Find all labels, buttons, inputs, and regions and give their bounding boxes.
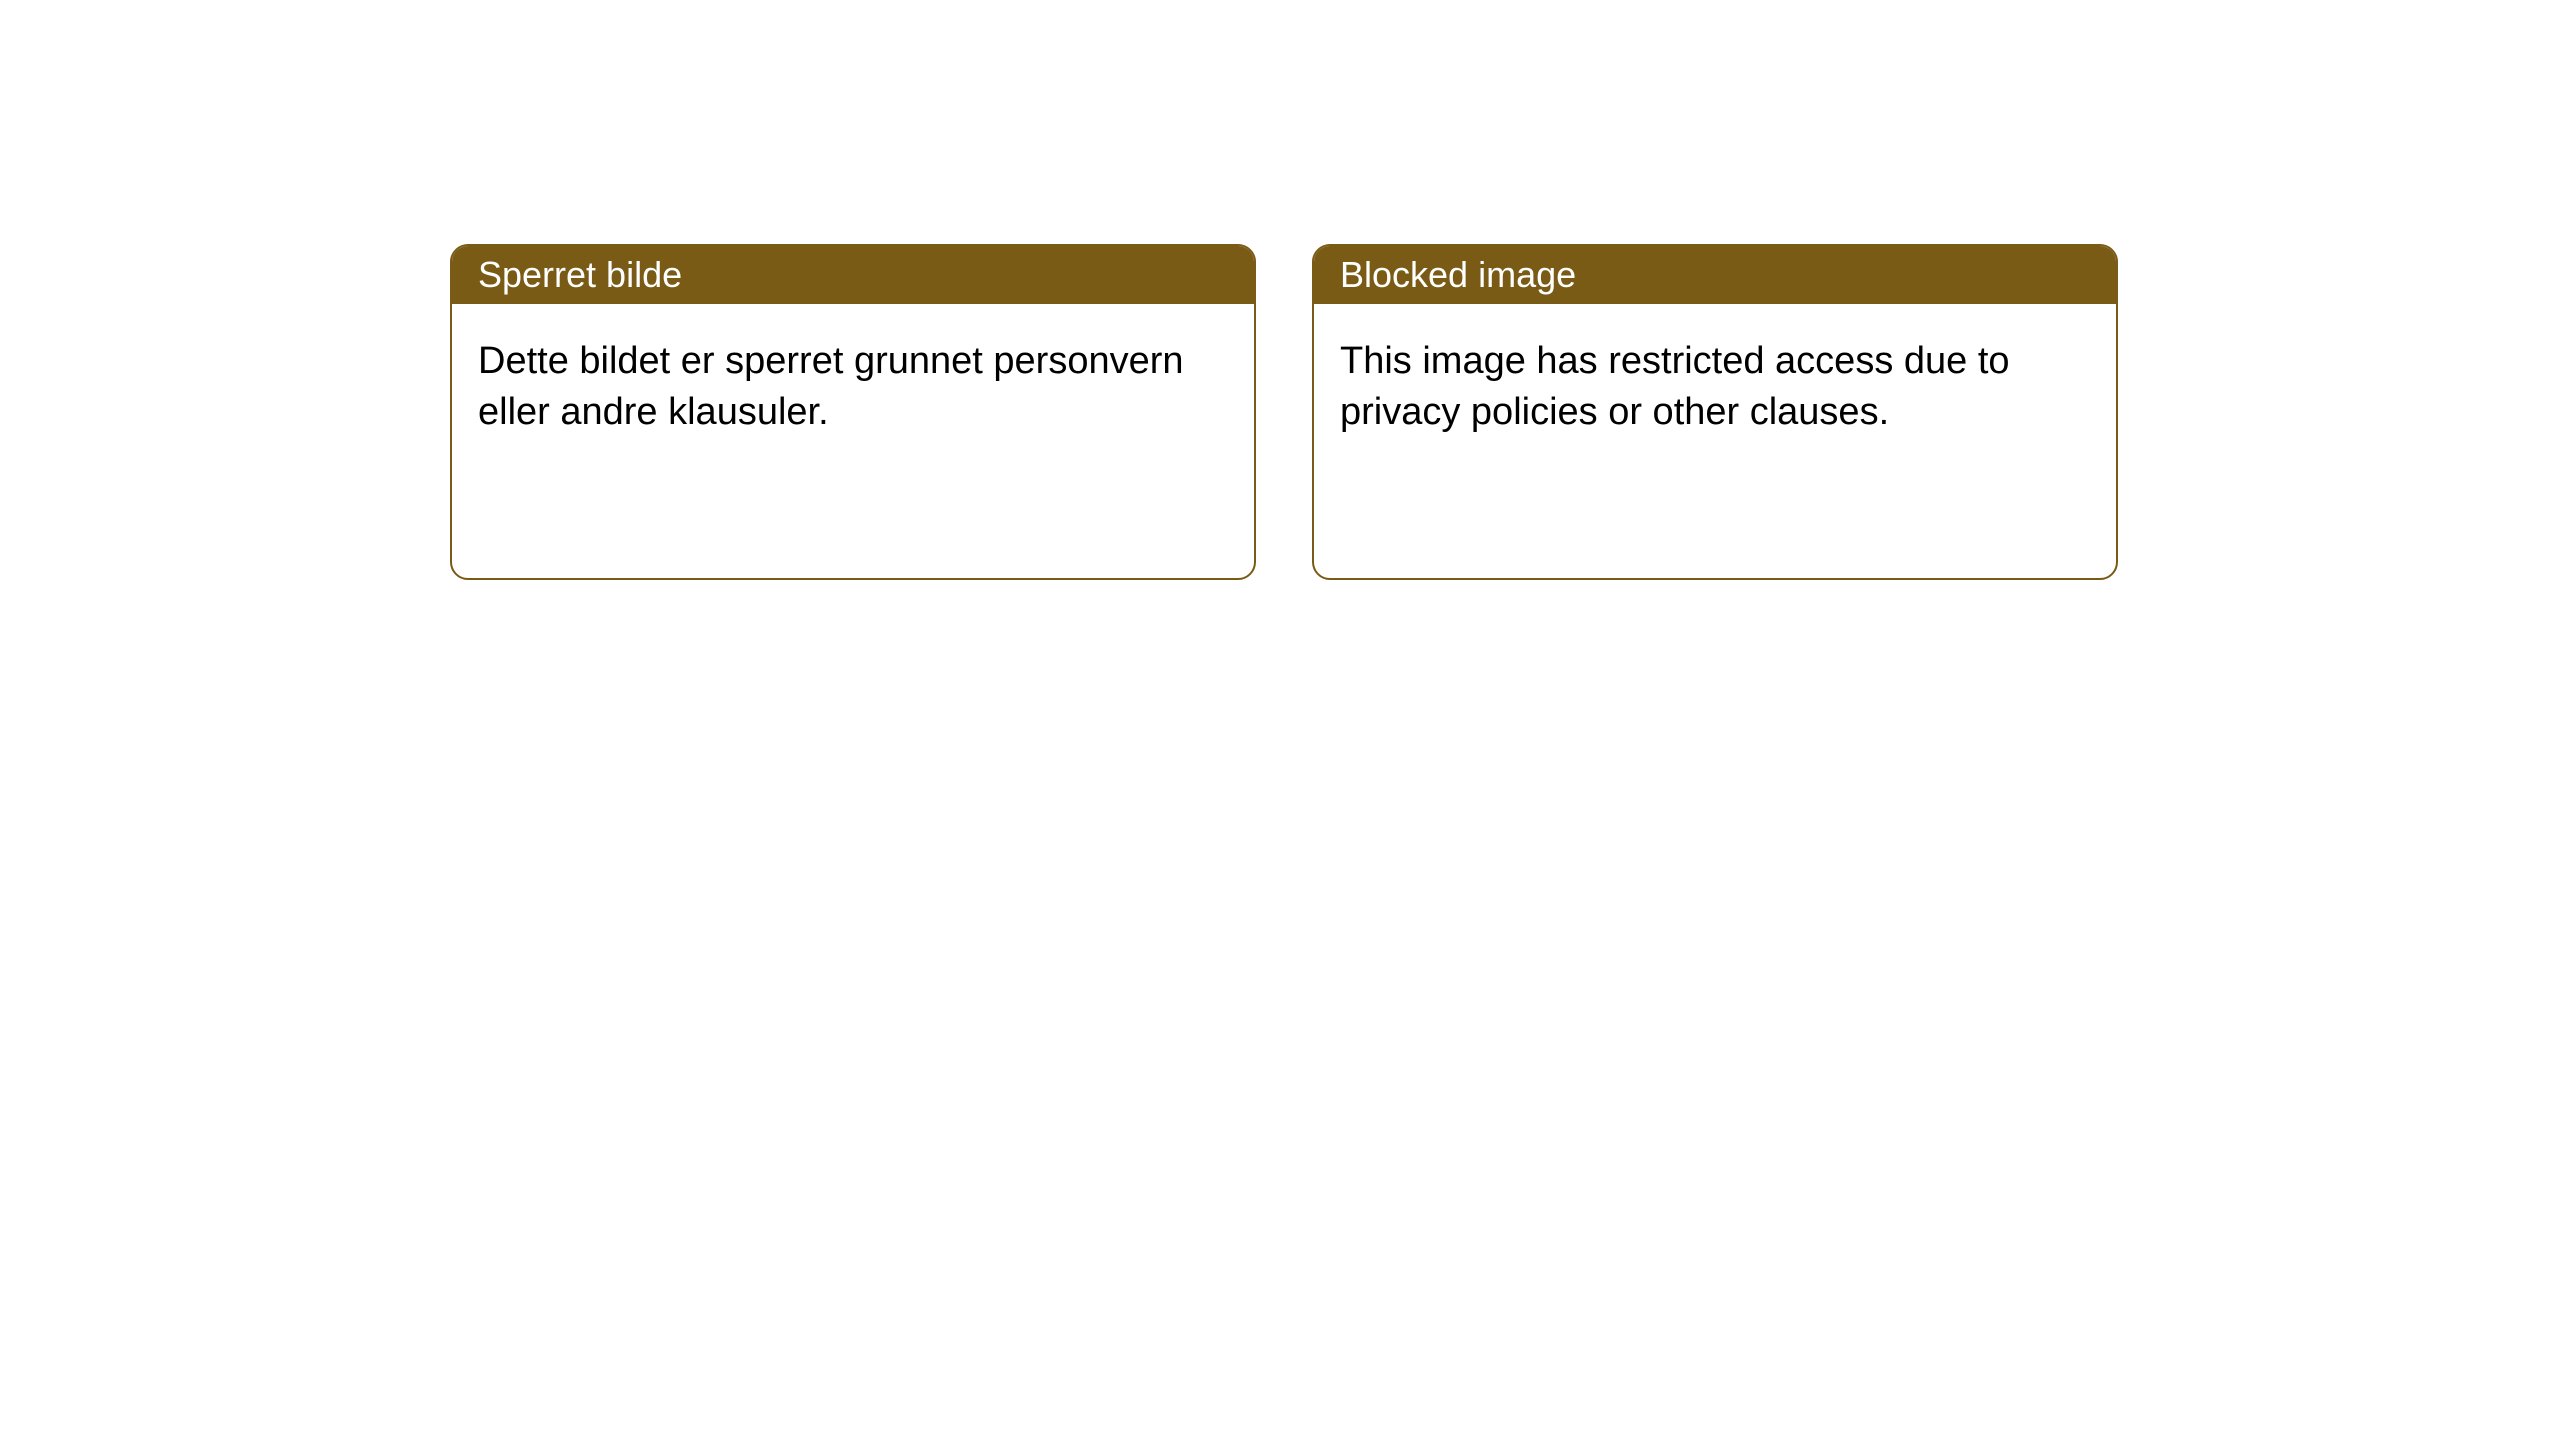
notice-card-norwegian: Sperret bilde Dette bildet er sperret gr… — [450, 244, 1256, 580]
notice-header: Sperret bilde — [452, 246, 1254, 304]
notice-header: Blocked image — [1314, 246, 2116, 304]
notice-body: Dette bildet er sperret grunnet personve… — [452, 304, 1254, 471]
notice-body-text: Dette bildet er sperret grunnet personve… — [478, 340, 1184, 433]
notice-body-text: This image has restricted access due to … — [1340, 340, 2010, 433]
notice-container: Sperret bilde Dette bildet er sperret gr… — [0, 0, 2560, 580]
notice-card-english: Blocked image This image has restricted … — [1312, 244, 2118, 580]
notice-title: Blocked image — [1340, 254, 1576, 296]
notice-body: This image has restricted access due to … — [1314, 304, 2116, 471]
notice-title: Sperret bilde — [478, 254, 682, 296]
